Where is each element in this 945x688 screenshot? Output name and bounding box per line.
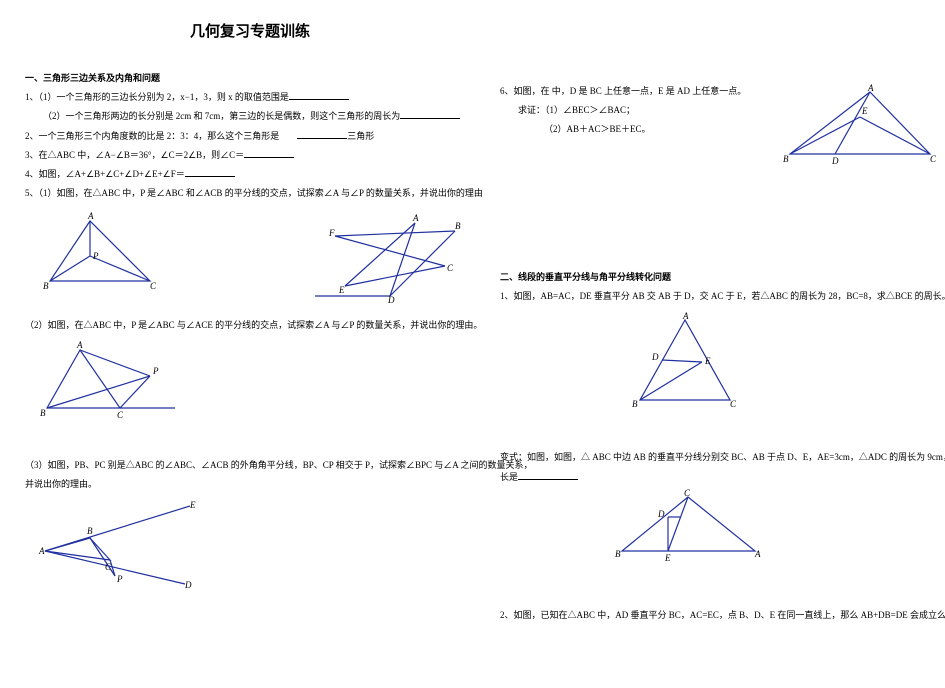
- q3: 3、在△ABC 中，∠A−∠B＝36°，∠C＝2∠B，则∠C＝: [25, 147, 465, 163]
- svg-text:A: A: [754, 549, 761, 559]
- blank: [518, 469, 578, 480]
- s2-variant-b: 长是: [500, 469, 940, 485]
- svg-text:C: C: [105, 562, 112, 572]
- right-column: 6、如图，在 中，D 是 BC 上任意一点，E 是 AD 上任意一点。 求证：（…: [500, 80, 940, 626]
- figure-triangle-p: A B C P: [35, 211, 165, 306]
- q1-part1: 1、（1）一个三角形的三边长分别为 2，x−1，3，则 x 的取值范围是: [25, 89, 465, 105]
- q6-prove2: （2）AB＋AC＞BE＋EC。: [500, 121, 774, 137]
- svg-text:B: B: [632, 399, 638, 409]
- blank: [289, 89, 349, 100]
- svg-text:D: D: [387, 295, 395, 305]
- blank: [400, 108, 460, 119]
- q5-part2: （2）如图，在△ABC 中，P 是∠ABC 与∠ACE 的平分线的交点，试探索∠…: [25, 317, 465, 333]
- figure-external-bisectors: A B C P E D: [35, 496, 465, 591]
- svg-text:D: D: [657, 509, 665, 519]
- page-title: 几何复习专题训练: [190, 20, 945, 41]
- svg-text:C: C: [150, 281, 157, 291]
- svg-text:B: B: [615, 549, 621, 559]
- svg-text:C: C: [684, 489, 691, 498]
- figure-q6: A B C D E: [780, 84, 940, 169]
- svg-text:B: B: [783, 154, 789, 164]
- s2-variant-a: 变式：如图，如图，△ ABC 中边 AB 的垂直平分线分别交 BC、AB 于点 …: [500, 449, 940, 465]
- svg-text:B: B: [87, 526, 93, 536]
- svg-text:E: E: [861, 106, 868, 116]
- svg-text:E: E: [704, 356, 711, 366]
- q6-prove1: 求证：（1）∠BEC＞∠BAC；: [500, 102, 774, 118]
- q4: 4、如图，∠A+∠B+∠C+∠D+∠E+∠F＝: [25, 166, 465, 182]
- figure-triangle-ext-p: A B C P: [35, 338, 465, 428]
- svg-text:P: P: [116, 574, 123, 584]
- q5-part1: 5、（1）如图，在△ABC 中，P 是∠ABC 和∠ACB 的平分线的交点，试探…: [25, 185, 465, 201]
- figure-hexagon-star: A B F C D E: [315, 211, 465, 306]
- svg-text:C: C: [930, 154, 937, 164]
- svg-text:P: P: [152, 366, 159, 376]
- svg-text:D: D: [651, 352, 659, 362]
- section1-heading: 一、三角形三边关系及内角和问题: [25, 70, 465, 86]
- svg-text:C: C: [117, 410, 124, 420]
- q5-part3b: 并说出你的理由。: [25, 476, 465, 492]
- svg-text:F: F: [328, 228, 335, 238]
- figure-s2-variant: C B A D E: [610, 489, 940, 564]
- q5-part3a: （3）如图，PB、PC 别是△ABC 的∠ABC、∠ACB 的外角角平分线，BP…: [25, 457, 465, 473]
- s2-q2: 2、如图，已知在△ABC 中，AD 垂直平分 BC，AC=EC，点 B、D、E …: [500, 607, 940, 623]
- svg-text:B: B: [40, 408, 46, 418]
- left-column: 一、三角形三边关系及内角和问题 1、（1）一个三角形的三边长分别为 2，x−1，…: [25, 68, 465, 599]
- svg-text:A: A: [867, 84, 874, 93]
- svg-text:A: A: [38, 546, 45, 556]
- blank: [297, 128, 347, 139]
- q1-part2: （2）一个三角形两边的长分别是 2cm 和 7cm，第三边的长是偶数，则这个三角…: [25, 108, 465, 124]
- svg-text:D: D: [831, 156, 839, 166]
- section2-heading: 二、线段的垂直平分线与角平分线转化问题: [500, 269, 940, 285]
- blank: [244, 147, 294, 158]
- svg-text:E: E: [189, 500, 196, 510]
- svg-text:B: B: [43, 281, 49, 291]
- svg-text:A: A: [87, 211, 94, 221]
- svg-text:C: C: [447, 263, 454, 273]
- svg-text:P: P: [92, 251, 99, 261]
- figure-s2-q1: A B C D E: [620, 312, 940, 412]
- blank: [185, 166, 235, 177]
- svg-text:C: C: [730, 399, 737, 409]
- q2: 2、一个三角形三个内角度数的比是 2：3：4，那么这个三角形是 三角形: [25, 128, 465, 144]
- svg-text:E: E: [338, 285, 345, 295]
- svg-text:A: A: [412, 213, 419, 223]
- svg-text:A: A: [682, 312, 689, 321]
- svg-text:B: B: [455, 221, 461, 231]
- s2-q1: 1、如图，AB=AC，DE 垂直平分 AB 交 AB 于 D，交 AC 于 E，…: [500, 288, 940, 304]
- svg-text:D: D: [184, 580, 192, 590]
- svg-text:E: E: [664, 553, 671, 563]
- svg-text:A: A: [76, 340, 83, 350]
- q6-text: 6、如图，在 中，D 是 BC 上任意一点，E 是 AD 上任意一点。: [500, 83, 774, 99]
